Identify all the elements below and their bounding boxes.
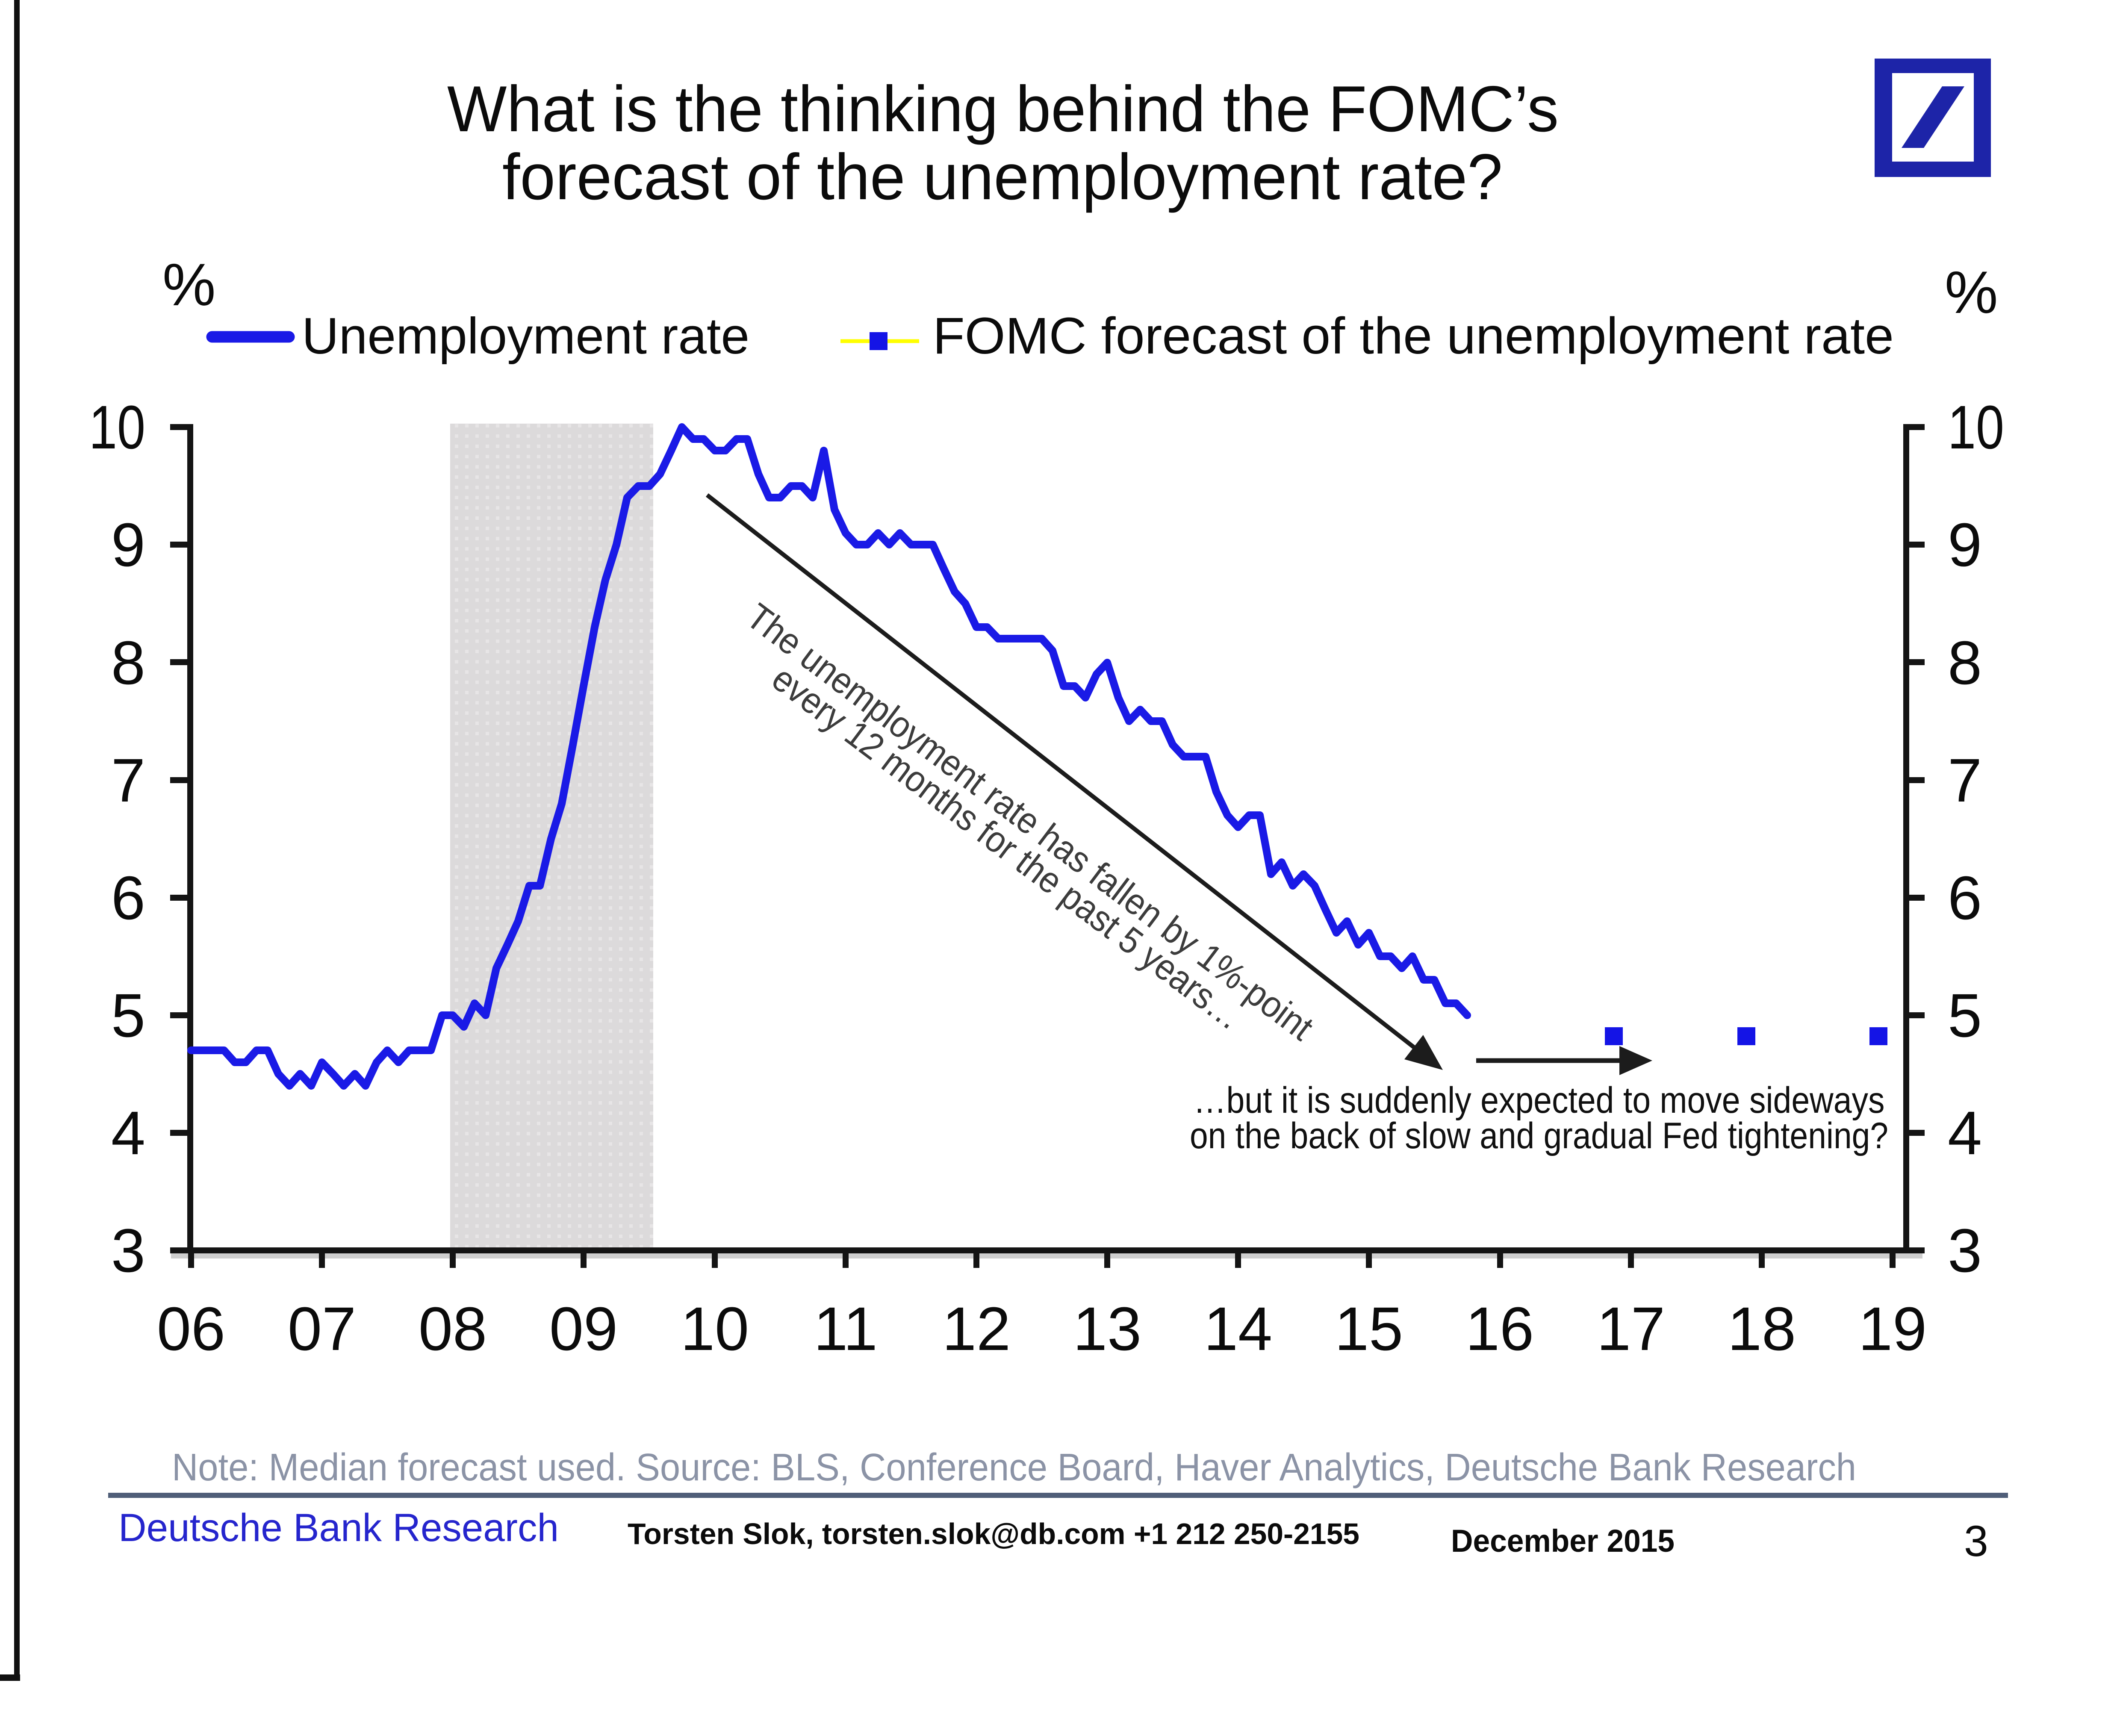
svg-text:10: 10: [1948, 393, 2004, 462]
svg-text:7: 7: [1948, 746, 1982, 815]
svg-text:…but it is suddenly expected t: …but it is suddenly expected to move sid…: [1194, 1080, 1885, 1121]
svg-text:6: 6: [111, 864, 145, 932]
svg-text:%: %: [162, 251, 215, 318]
svg-text:What is the thinking behind th: What is the thinking behind the FOMC’s: [447, 73, 1559, 145]
svg-text:12: 12: [942, 1294, 1011, 1363]
svg-text:06: 06: [157, 1294, 225, 1363]
svg-text:Deutsche Bank Research: Deutsche Bank Research: [118, 1506, 559, 1550]
svg-text:Note: Median forecast used. So: Note: Median forecast used. Source: BLS,…: [172, 1446, 1856, 1489]
svg-text:5: 5: [111, 981, 145, 1050]
svg-text:6: 6: [1948, 864, 1982, 932]
svg-text:13: 13: [1073, 1294, 1141, 1363]
svg-text:9: 9: [111, 510, 145, 579]
svg-text:10: 10: [89, 393, 145, 462]
svg-text:%: %: [1945, 259, 1998, 326]
svg-text:Torsten Slok, torsten.slok@db.: Torsten Slok, torsten.slok@db.com +1 212…: [628, 1517, 1359, 1550]
svg-text:December 2015: December 2015: [1451, 1523, 1675, 1559]
svg-text:09: 09: [549, 1294, 618, 1363]
svg-text:18: 18: [1728, 1294, 1796, 1363]
svg-text:08: 08: [419, 1294, 487, 1363]
svg-text:15: 15: [1335, 1294, 1403, 1363]
svg-text:on the back of slow and gradua: on the back of slow and gradual Fed tigh…: [1190, 1115, 1888, 1156]
svg-text:forecast of the unemployment r: forecast of the unemployment rate?: [502, 141, 1503, 213]
svg-text:3: 3: [1948, 1216, 1982, 1285]
svg-text:8: 8: [1948, 628, 1982, 697]
svg-text:07: 07: [288, 1294, 356, 1363]
svg-text:14: 14: [1204, 1294, 1272, 1363]
svg-text:11: 11: [814, 1294, 877, 1363]
svg-text:19: 19: [1858, 1294, 1927, 1363]
svg-text:5: 5: [1948, 981, 1982, 1050]
svg-text:3: 3: [111, 1216, 145, 1285]
svg-text:FOMC forecast of the unemploym: FOMC forecast of the unemployment rate: [933, 307, 1894, 365]
svg-text:9: 9: [1948, 510, 1982, 579]
svg-text:4: 4: [1948, 1099, 1982, 1167]
svg-text:3: 3: [1964, 1517, 1988, 1565]
svg-text:10: 10: [681, 1294, 749, 1363]
svg-text:17: 17: [1597, 1294, 1665, 1363]
svg-text:16: 16: [1465, 1294, 1534, 1363]
svg-text:8: 8: [111, 628, 145, 697]
svg-text:4: 4: [111, 1099, 145, 1167]
svg-text:Unemployment rate: Unemployment rate: [302, 307, 749, 365]
svg-text:7: 7: [111, 746, 145, 815]
